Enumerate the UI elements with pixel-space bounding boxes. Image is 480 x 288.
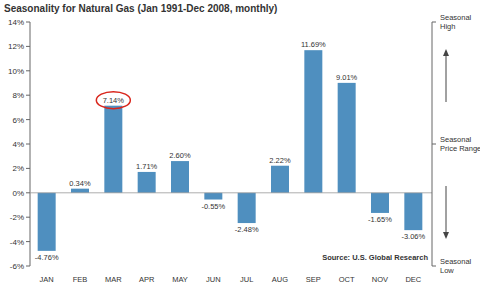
right-tick xyxy=(432,22,436,23)
bar xyxy=(371,193,389,213)
x-tick-label: APR xyxy=(139,275,155,284)
bar xyxy=(404,193,422,230)
y-tick-label: 12% xyxy=(8,42,24,51)
x-tick-label: NOV xyxy=(372,275,388,284)
y-tick-label: -6% xyxy=(10,262,24,271)
arrow-shaft xyxy=(446,186,447,236)
data-label: 2.60% xyxy=(169,151,191,160)
y-tick xyxy=(26,192,30,193)
y-tick xyxy=(26,241,30,242)
x-tick-label: AUG xyxy=(272,275,288,284)
data-label: 7.14% xyxy=(103,96,125,105)
arrow-head xyxy=(443,232,449,239)
x-tick-label: FEB xyxy=(73,275,88,284)
x-tick-label: MAY xyxy=(172,275,188,284)
x-tick-label: JAN xyxy=(40,275,54,284)
y-tick xyxy=(26,266,30,267)
y-tick xyxy=(26,217,30,218)
y-tick xyxy=(26,119,30,120)
y-tick-label: -4% xyxy=(10,238,24,247)
data-label: 1.71% xyxy=(136,162,158,171)
annotation-line: Price Range xyxy=(440,144,480,153)
data-label: -4.76% xyxy=(35,253,59,262)
y-tick-label: 8% xyxy=(12,91,24,100)
x-tick-label: OCT xyxy=(339,275,355,284)
arrow-shaft xyxy=(446,52,447,102)
y-tick xyxy=(26,70,30,71)
y-tick xyxy=(26,46,30,47)
y-tick-label: 14% xyxy=(8,18,24,27)
y-tick xyxy=(26,95,30,96)
bar xyxy=(171,161,189,193)
annotation: SeasonalLow xyxy=(440,257,472,275)
bar xyxy=(338,83,356,193)
bar xyxy=(71,189,89,193)
highlight-circle xyxy=(96,92,130,109)
right-tick xyxy=(432,144,436,145)
annotation-line: Low xyxy=(440,266,454,275)
x-tick-label: DEC xyxy=(405,275,421,284)
annotation: SeasonalPrice Range xyxy=(440,135,480,153)
data-label: 2.22% xyxy=(269,156,291,165)
data-label: -1.65% xyxy=(368,215,392,224)
y-tick-label: -2% xyxy=(10,213,24,222)
annotation: SeasonalHigh xyxy=(440,13,472,31)
bars xyxy=(38,50,423,251)
chart: Seasonality for Natural Gas (Jan 1991-De… xyxy=(0,0,480,288)
bar xyxy=(271,166,289,193)
baseline xyxy=(30,192,432,193)
y-tick-label: 2% xyxy=(12,164,24,173)
y-tick-label: 0% xyxy=(12,189,24,198)
bar xyxy=(304,50,322,193)
annotation-line: Seasonal xyxy=(440,13,472,22)
y-tick-label: 4% xyxy=(12,140,24,149)
bar xyxy=(138,172,156,193)
x-tick-label: JUL xyxy=(240,275,253,284)
data-label: -2.48% xyxy=(235,225,259,234)
annotation-line: Seasonal xyxy=(440,135,472,144)
arrow-head xyxy=(443,49,449,56)
bar xyxy=(104,106,122,193)
y-tick xyxy=(26,144,30,145)
y-tick-label: 10% xyxy=(8,67,24,76)
bar xyxy=(204,193,222,200)
data-label: -0.55% xyxy=(201,202,225,211)
right-tick xyxy=(432,266,436,267)
y-tick-label: 6% xyxy=(12,116,24,125)
y-tick xyxy=(26,22,30,23)
annotation-line: Seasonal xyxy=(440,257,472,266)
data-label: 0.34% xyxy=(69,179,91,188)
x-tick-label: MAR xyxy=(105,275,122,284)
x-tick-label: SEP xyxy=(306,275,321,284)
annotation-line: High xyxy=(440,22,455,31)
data-label: -3.06% xyxy=(401,232,425,241)
y-tick xyxy=(26,168,30,169)
bar xyxy=(38,193,56,251)
title: Seasonality for Natural Gas (Jan 1991-De… xyxy=(4,3,277,14)
data-label: 9.01% xyxy=(336,73,358,82)
bar xyxy=(238,193,256,223)
x-tick-label: JUN xyxy=(206,275,221,284)
source: Source: U.S. Global Research xyxy=(322,253,428,262)
data-label: 11.69% xyxy=(301,40,326,49)
